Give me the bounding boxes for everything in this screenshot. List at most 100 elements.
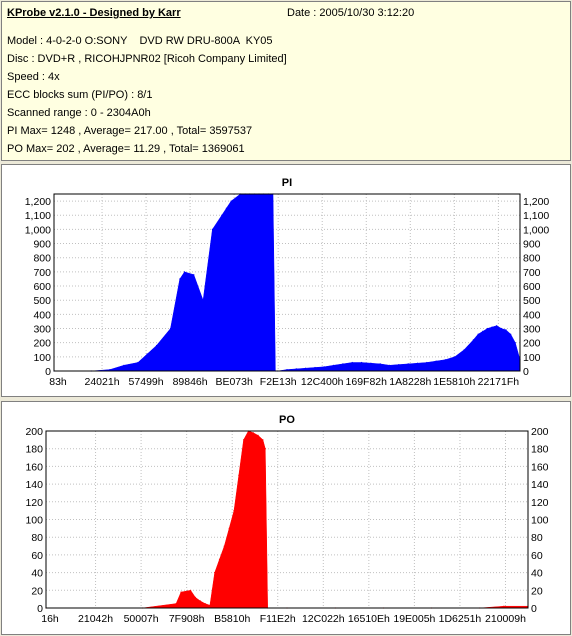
pi-ytick-left: 200 <box>33 338 51 350</box>
pi-ytick-left: 600 <box>33 281 51 293</box>
pi-xtick: 1E5810h <box>433 376 475 388</box>
model-line: Model : 4-0-2-0 O:SONY DVD RW DRU-800A K… <box>7 35 273 47</box>
pi-ytick-right: 1,200 <box>523 196 549 208</box>
pi-data-point <box>491 326 493 328</box>
pi-data-point <box>211 228 213 230</box>
pi-xtick: 169F82h <box>346 376 388 388</box>
po-xtick: 7F908h <box>169 613 205 625</box>
pi-data-point <box>407 363 409 365</box>
pi-ytick-left: 900 <box>33 239 51 251</box>
pi-data-point <box>482 330 484 332</box>
ecc-line: ECC blocks sum (PI/PO) : 8/1 <box>7 89 153 101</box>
pi-data-point <box>361 361 363 364</box>
po-data-point <box>228 527 230 529</box>
pi-ytick-left: 400 <box>33 309 51 321</box>
pi-data-point <box>444 359 446 361</box>
pi-data-point <box>514 342 516 344</box>
po-ytick-right: 20 <box>531 585 543 597</box>
po-summary-line: PO Max= 202 , Average= 11.29 , Total= 13… <box>7 143 245 155</box>
po-data-point <box>503 605 505 607</box>
po-ytick-left: 180 <box>25 444 43 456</box>
pi-data-point <box>169 327 172 330</box>
po-ytick-left: 0 <box>37 603 43 615</box>
pi-data-point <box>342 363 344 365</box>
po-ytick-right: 180 <box>531 444 549 456</box>
po-xtick: 50007h <box>124 613 159 625</box>
po-data-point <box>243 439 245 441</box>
pi-data-point <box>295 368 297 370</box>
po-data-point <box>264 448 266 450</box>
po-data-point <box>262 439 264 441</box>
pi-data-point <box>496 325 498 327</box>
pi-xtick: 1A8228h <box>389 376 431 388</box>
pi-data-point <box>398 364 400 366</box>
po-plot-frame <box>45 430 529 609</box>
pi-xtick: 22171Fh <box>478 376 520 388</box>
range-line: Scanned range : 0 - 2304A0h <box>7 107 151 119</box>
po-data-point <box>209 604 211 606</box>
pi-data-point <box>137 361 139 364</box>
pi-data-point <box>123 364 125 366</box>
pi-ytick-right: 400 <box>523 309 541 321</box>
po-ytick-left: 140 <box>25 479 43 491</box>
po-data-point <box>252 432 254 434</box>
pi-ytick-right: 600 <box>523 281 541 293</box>
pi-ytick-right: 300 <box>523 324 541 336</box>
pi-data-point <box>379 363 381 365</box>
pi-ytick-right: 200 <box>523 338 541 350</box>
pi-data-point <box>454 356 456 358</box>
pi-data-point <box>486 327 488 330</box>
pi-ytick-left: 0 <box>45 366 51 378</box>
pi-data-point <box>426 361 428 364</box>
pi-data-point <box>472 339 474 341</box>
pi-xtick: 24021h <box>85 376 120 388</box>
po-xtick: 16510Eh <box>348 613 390 625</box>
po-ytick-left: 200 <box>25 426 43 438</box>
pi-xtick: BE073h <box>215 376 253 388</box>
pi-data-point <box>155 344 158 347</box>
pi-data-point <box>416 362 419 364</box>
po-ytick-right: 0 <box>531 603 537 615</box>
po-xtick: 21042h <box>78 613 113 625</box>
po-data-point <box>238 474 240 476</box>
pi-data-point <box>388 364 391 366</box>
info-panel: KProbe v2.1.0 - Designed by Karr Date : … <box>1 1 571 161</box>
pi-data-point <box>286 369 288 371</box>
po-data-point <box>257 434 259 436</box>
pi-ytick-right: 700 <box>523 267 541 279</box>
po-ytick-right: 80 <box>531 532 543 544</box>
pi-data-point <box>510 333 512 335</box>
pi-data-point <box>109 369 111 371</box>
po-data-point <box>218 558 221 560</box>
pi-plot-area <box>53 193 521 372</box>
pi-ytick-right: 1,000 <box>523 224 549 236</box>
po-data-point <box>175 603 177 605</box>
po-ytick-left: 160 <box>25 461 43 473</box>
pi-xtick: F2E13h <box>260 376 297 388</box>
po-chart-title: PO <box>279 414 295 426</box>
po-ytick-left: 60 <box>31 550 43 562</box>
po-data-point <box>233 510 235 512</box>
po-xtick: 16h <box>41 613 59 625</box>
app-title: KProbe v2.1.0 - Designed by Karr <box>7 7 181 19</box>
pi-data-point <box>333 364 335 366</box>
po-ytick-left: 20 <box>31 585 43 597</box>
pi-xtick: 83h <box>49 376 67 388</box>
pi-ytick-right: 0 <box>523 366 529 378</box>
po-xtick: F11E2h <box>260 613 296 625</box>
po-ytick-right: 140 <box>531 479 549 491</box>
po-data-point <box>194 596 196 598</box>
pi-ytick-right: 500 <box>523 295 541 307</box>
po-ytick-right: 100 <box>531 515 549 527</box>
po-ytick-left: 100 <box>25 515 43 527</box>
pi-ytick-left: 300 <box>33 324 51 336</box>
po-ytick-right: 120 <box>531 497 549 509</box>
po-ytick-right: 60 <box>531 550 543 562</box>
po-data-point <box>199 600 201 602</box>
pi-ytick-left: 1,200 <box>25 196 51 208</box>
po-ytick-right: 40 <box>531 568 543 580</box>
scan-date: Date : 2005/10/30 3:12:20 <box>287 7 415 19</box>
po-ytick-right: 200 <box>531 426 549 438</box>
pi-data-point <box>202 299 204 301</box>
po-data-point <box>190 589 192 591</box>
